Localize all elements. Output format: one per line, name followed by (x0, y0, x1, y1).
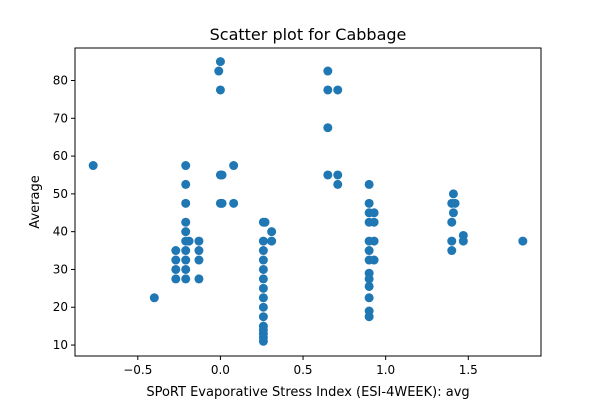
scatter-point (518, 236, 528, 246)
scatter-point (181, 179, 191, 189)
scatter-point (369, 255, 379, 265)
scatter-point (171, 264, 181, 274)
scatter-point (323, 170, 333, 180)
scatter-point (323, 85, 333, 95)
scatter-point (333, 179, 343, 189)
x-tick-label: 1.5 (459, 363, 478, 377)
scatter-point (258, 246, 268, 256)
scatter-point (181, 198, 191, 208)
scatter-point (171, 246, 181, 256)
scatter-point (258, 293, 268, 303)
y-axis-ticks: 10 20 30 40 50 60 70 80 (53, 74, 75, 352)
scatter-point (258, 236, 268, 246)
scatter-point (258, 274, 268, 284)
x-tick-label: 0.5 (293, 363, 312, 377)
scatter-point (458, 236, 468, 246)
scatter-point (448, 189, 458, 199)
scatter-point (258, 312, 268, 322)
scatter-point (450, 198, 460, 208)
points-layer (88, 57, 528, 346)
x-tick-label: 1.0 (376, 363, 395, 377)
scatter-point (181, 274, 191, 284)
scatter-point (194, 255, 204, 265)
scatter-point (267, 236, 277, 246)
scatter-point (215, 85, 225, 95)
scatter-point (149, 293, 159, 303)
x-axis-ticks: −0.5 0.0 0.5 1.0 1.5 (123, 356, 478, 377)
scatter-point (364, 293, 374, 303)
scatter-point (194, 246, 204, 256)
scatter-point (194, 236, 204, 246)
scatter-point (333, 85, 343, 95)
y-tick-label: 10 (53, 338, 68, 352)
scatter-point (258, 336, 268, 346)
scatter-point (181, 217, 191, 227)
scatter-point (258, 255, 268, 265)
scatter-point (217, 170, 227, 180)
scatter-point (364, 179, 374, 189)
scatter-point (184, 236, 194, 246)
scatter-point (181, 161, 191, 171)
scatter-point (267, 227, 277, 237)
scatter-point (214, 66, 224, 76)
scatter-point (364, 246, 374, 256)
y-tick-label: 80 (53, 74, 68, 88)
scatter-point (217, 198, 227, 208)
scatter-point (364, 274, 374, 284)
scatter-point (323, 123, 333, 133)
scatter-point (181, 255, 191, 265)
y-tick-label: 50 (53, 187, 68, 201)
scatter-point (323, 66, 333, 76)
plot-area-frame (74, 47, 542, 357)
scatter-point (229, 161, 239, 171)
scatter-point (447, 217, 457, 227)
x-tick-label: 0.0 (211, 363, 230, 377)
scatter-point (181, 246, 191, 256)
scatter-point (447, 246, 457, 256)
y-tick-label: 30 (53, 262, 68, 276)
y-tick-label: 60 (53, 149, 68, 163)
scatter-point (215, 57, 225, 67)
scatter-point (260, 217, 270, 227)
y-tick-label: 40 (53, 225, 68, 239)
scatter-point (447, 236, 457, 246)
scatter-point (333, 170, 343, 180)
y-axis-label: Average (28, 175, 43, 228)
y-tick-label: 70 (53, 111, 68, 125)
scatter-point (369, 208, 379, 218)
scatter-point (369, 236, 379, 246)
scatter-point (364, 312, 374, 322)
y-tick-label: 20 (53, 300, 68, 314)
scatter-point (171, 274, 181, 284)
scatter-point (364, 198, 374, 208)
scatter-point (229, 198, 239, 208)
scatter-point (194, 274, 204, 284)
x-axis-label: SPoRT Evaporative Stress Index (ESI-4WEE… (146, 385, 469, 400)
scatter-point (258, 302, 268, 312)
scatter-point (364, 281, 374, 291)
scatter-point (258, 283, 268, 293)
scatter-point (88, 161, 98, 171)
scatter-point (181, 227, 191, 237)
chart-title: Scatter plot for Cabbage (210, 25, 407, 44)
x-tick-label: −0.5 (123, 363, 152, 377)
scatter-point (369, 217, 379, 227)
scatter-point (448, 208, 458, 218)
scatter-point (171, 255, 181, 265)
scatter-point (181, 264, 191, 274)
scatter-point (258, 264, 268, 274)
